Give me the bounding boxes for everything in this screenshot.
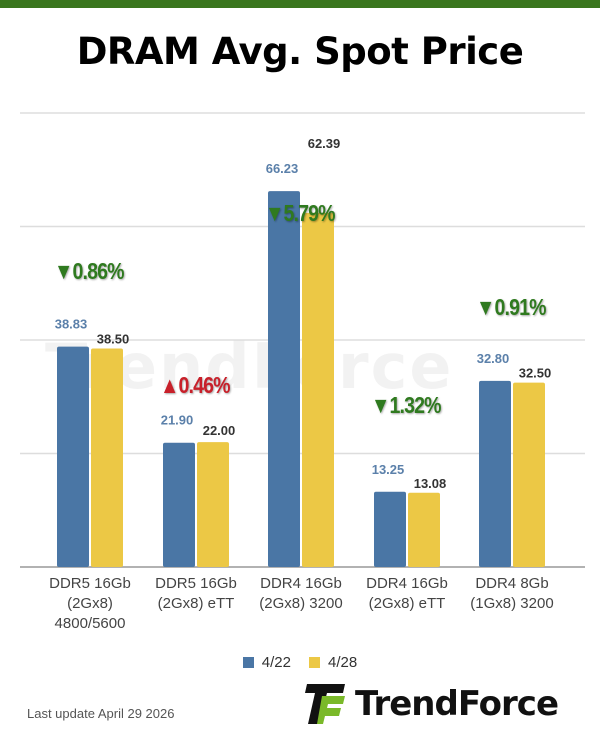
change-annotation: ▼1.32% <box>371 392 442 418</box>
data-label: 38.83 <box>55 317 88 332</box>
legend: 4/22 4/28 <box>0 654 600 671</box>
x-tick-label: DDR4 16Gb (2Gx8) eTT <box>366 575 448 612</box>
change-annotation: ▼0.91% <box>476 294 547 320</box>
data-label: 13.25 <box>372 462 405 477</box>
data-label: 13.08 <box>414 476 447 491</box>
bar-4-22 <box>163 442 195 567</box>
logo-mark-icon <box>305 684 345 724</box>
x-tick-label: DDR5 16Gb (2Gx8) 4800/5600 <box>49 575 131 632</box>
x-tick-label: DDR5 16Gb (2Gx8) eTT <box>155 575 237 612</box>
legend-item-4-28: 4/28 <box>309 654 357 671</box>
data-label: 38.50 <box>97 332 130 347</box>
data-label: 32.50 <box>519 366 552 381</box>
data-label: 22.00 <box>203 423 236 438</box>
data-label: 21.90 <box>161 413 194 428</box>
data-label: 66.23 <box>266 161 299 176</box>
bar-4-22 <box>479 380 511 567</box>
x-tick-label: DDR4 16Gb (2Gx8) 3200 <box>259 575 343 612</box>
bar-4-22 <box>57 346 89 567</box>
change-annotation: ▲0.46% <box>160 372 231 398</box>
trendforce-logo: TrendForce <box>305 684 559 724</box>
logo-text: TrendForce <box>355 684 559 724</box>
chart-title: DRAM Avg. Spot Price <box>76 30 524 73</box>
legend-label: 4/28 <box>328 654 358 671</box>
bar-4-28 <box>408 492 440 567</box>
data-label: 32.80 <box>477 351 510 366</box>
legend-swatch <box>309 657 320 668</box>
bar-4-22 <box>268 191 300 567</box>
bar-4-28 <box>302 212 334 567</box>
legend-label: 4/22 <box>261 654 291 671</box>
bar-4-22 <box>374 491 406 567</box>
bar-4-28 <box>91 348 123 567</box>
change-annotation: ▼0.86% <box>54 258 125 284</box>
data-label: 62.39 <box>308 136 341 151</box>
x-tick-label: DDR4 8Gb (1Gx8) 3200 <box>470 575 554 612</box>
bar-4-28 <box>513 382 545 567</box>
change-annotation: ▼5.79% <box>265 200 336 226</box>
legend-item-4-22: 4/22 <box>242 654 291 671</box>
last-update: Last update April 29 2026 <box>27 706 175 721</box>
legend-swatch <box>242 657 254 668</box>
bar-4-28 <box>197 442 229 567</box>
top-bar <box>0 0 600 8</box>
